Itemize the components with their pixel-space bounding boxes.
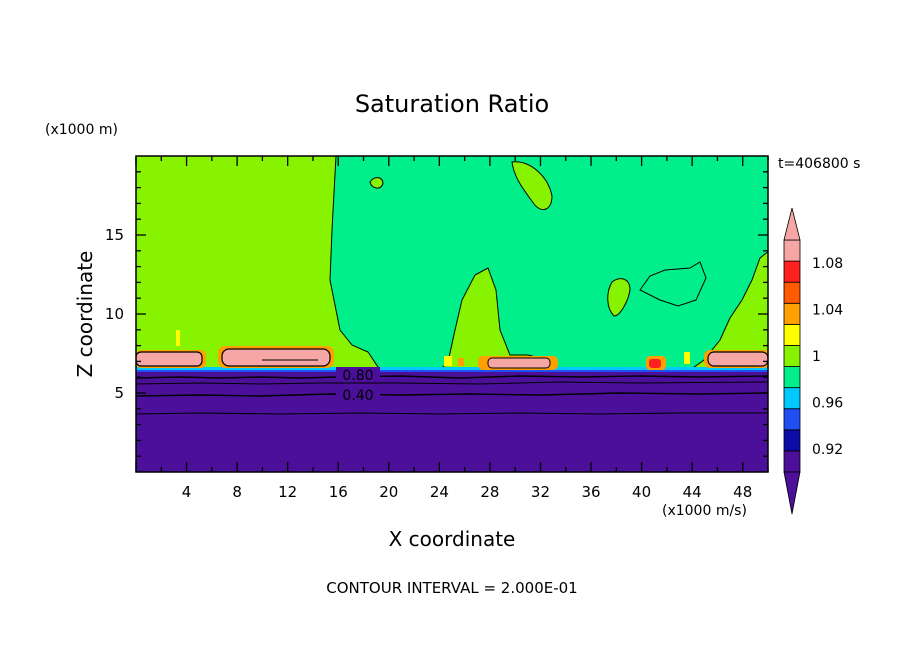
x-tick-label: 16	[329, 483, 348, 501]
time-label: t=406800 s	[778, 156, 860, 172]
x-axis-unit: (x1000 m/s)	[662, 503, 747, 519]
contour-interval-note: CONTOUR INTERVAL = 2.000E-01	[326, 579, 577, 597]
region-patch-2	[511, 161, 553, 211]
x-tick-label: 32	[531, 483, 550, 501]
x-tick-label: 20	[379, 483, 398, 501]
region-patch-3	[607, 278, 631, 317]
colorbar-swatch	[783, 239, 801, 262]
colorbar-swatch	[783, 429, 801, 452]
x-tick-label: 12	[278, 483, 297, 501]
colorbar-swatch	[783, 281, 801, 304]
colorbar-swatch	[783, 366, 801, 389]
x-axis-label: X coordinate	[389, 527, 516, 551]
colorbar-extend-bottom	[783, 471, 801, 515]
colorbar-swatch	[783, 387, 801, 410]
y-tick-label: 15	[105, 226, 124, 244]
colorbar-swatch	[783, 345, 801, 367]
colorbar-extend-top	[783, 207, 801, 241]
contour-plot-area	[136, 156, 768, 472]
chart-title: Saturation Ratio	[355, 90, 549, 118]
patch-4	[646, 356, 666, 370]
contour-line-0.80	[136, 375, 768, 379]
colorbar-tick-label: 1	[812, 349, 821, 365]
colorbar-tick-label: 0.96	[812, 395, 843, 411]
x-tick-label: 24	[430, 483, 449, 501]
y-tick-label: 5	[114, 384, 124, 402]
colorbar-tick-label: 1.04	[812, 303, 843, 319]
colorbar-swatch	[783, 408, 801, 431]
x-tick-label: 44	[683, 483, 702, 501]
x-tick-label: 36	[581, 483, 600, 501]
contour-label-0.80: 0.80	[342, 368, 373, 384]
x-tick-label: 4	[182, 483, 192, 501]
contour-label-bg-2	[336, 387, 380, 401]
small-patches	[176, 330, 690, 366]
colorbar-swatch	[783, 260, 801, 283]
contour-label-bg-1	[336, 367, 380, 381]
patch-3	[478, 356, 558, 370]
band-0.96	[136, 367, 768, 370]
x-tick-label: 28	[480, 483, 499, 501]
y-axis-label: Z coordinate	[73, 251, 97, 378]
region-near-saturation-2	[639, 261, 707, 307]
contour-line-0.20	[136, 412, 768, 415]
x-tick-label: 8	[232, 483, 242, 501]
colorbar-tick-label: 1.08	[812, 256, 843, 272]
patch-5	[704, 350, 768, 368]
x-tick-label: 40	[632, 483, 651, 501]
band-0.94	[136, 370, 768, 372]
patch-2	[218, 346, 334, 368]
colorbar: 0.92 0.96 1 1.04 1.08	[783, 207, 843, 515]
x-tick-label: 48	[733, 483, 752, 501]
colorbar-tick-label: 0.92	[812, 442, 843, 458]
x-axis: 4 8 12 16 20 24 28 32 36 40 44 48	[135, 156, 769, 501]
contour-label-0.40: 0.40	[342, 388, 373, 404]
contour-line-0.60	[136, 381, 768, 385]
contour-line-0.40	[136, 392, 768, 397]
patch-1	[136, 350, 206, 368]
region-near-saturation	[329, 156, 768, 371]
y-axis: 5 10 15	[105, 171, 768, 457]
colorbar-swatch	[783, 323, 801, 346]
region-small-patch	[369, 177, 384, 189]
y-axis-unit: (x1000 m)	[45, 122, 118, 138]
colorbar-swatch	[783, 450, 801, 473]
colorbar-swatch	[783, 302, 801, 325]
y-tick-label: 10	[105, 305, 124, 323]
